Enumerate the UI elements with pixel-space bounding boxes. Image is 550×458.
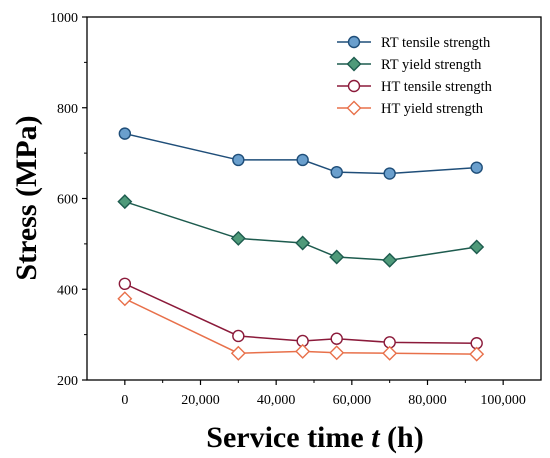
data-point — [118, 277, 132, 291]
series-3 — [118, 277, 483, 350]
x-axis: 0 20,000 40,000 60,000 80,000 100,000 — [121, 380, 526, 408]
x-tick-label: 20,000 — [181, 393, 220, 408]
data-point — [230, 230, 246, 246]
data-point — [118, 127, 132, 140]
data-point — [295, 235, 311, 251]
series-1 — [118, 127, 483, 180]
data-point — [296, 153, 309, 167]
legend-item: HT yield strength — [337, 100, 484, 117]
data-point — [382, 345, 398, 361]
legend-label: HT yield strength — [381, 101, 484, 117]
series-line — [124, 283, 477, 344]
legend-marker — [346, 100, 362, 116]
x-tick-label: 80,000 — [408, 393, 447, 408]
y-tick-label: 800 — [57, 102, 78, 117]
legend-marker — [346, 56, 362, 72]
data-point — [329, 345, 345, 361]
series-layer — [117, 127, 485, 362]
series-4 — [117, 291, 485, 362]
x-tick-label: 0 — [121, 393, 128, 408]
y-axis-title: Stress (MPa) — [10, 115, 43, 280]
data-point — [470, 161, 483, 174]
data-point — [117, 194, 133, 210]
data-point — [295, 343, 311, 359]
data-point — [382, 252, 398, 268]
data-point — [232, 329, 245, 343]
legend: RT tensile strength RT yield strength HT t… — [337, 35, 493, 117]
data-point — [469, 346, 485, 362]
legend-label: RT yield strength — [381, 57, 482, 73]
y-axis: 200 400 600 800 1000 — [50, 11, 87, 389]
x-tick-label: 60,000 — [333, 393, 372, 408]
series-line — [124, 298, 477, 355]
x-tick-label: 100,000 — [480, 393, 526, 408]
data-point — [383, 167, 396, 180]
x-axis-title: Service time t (h) — [206, 421, 423, 454]
y-tick-label: 600 — [57, 193, 78, 208]
data-point — [469, 239, 485, 255]
y-tick-label: 400 — [57, 283, 78, 298]
data-point — [232, 153, 245, 167]
legend-marker — [347, 35, 361, 49]
series-line — [124, 132, 477, 175]
data-point — [330, 332, 343, 345]
data-point — [329, 249, 345, 265]
data-point — [117, 291, 133, 307]
legend-label: HT tensile strength — [381, 79, 493, 95]
y-tick-label: 1000 — [50, 11, 78, 26]
y-tick-label: 200 — [57, 374, 78, 389]
x-tick-label: 40,000 — [257, 393, 296, 408]
legend-label: RT tensile strength — [381, 35, 491, 51]
legend-marker — [347, 79, 361, 93]
legend-item: RT tensile strength — [337, 35, 491, 51]
series-line — [124, 200, 477, 261]
legend-item: RT yield strength — [337, 56, 482, 73]
series-2 — [117, 194, 485, 268]
data-point — [330, 165, 343, 179]
data-point — [230, 345, 246, 361]
legend-item: HT tensile strength — [337, 79, 493, 95]
